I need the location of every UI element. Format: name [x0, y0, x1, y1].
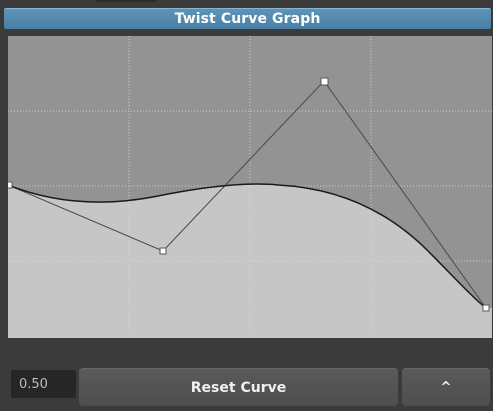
- reset-curve-label: Reset Curve: [190, 379, 287, 396]
- curve-handle-end[interactable]: [482, 304, 490, 312]
- collapse-button[interactable]: ^: [402, 368, 490, 406]
- curve-handle-3[interactable]: [320, 77, 329, 86]
- reset-curve-button[interactable]: Reset Curve: [79, 368, 398, 406]
- curve-graph-canvas[interactable]: [8, 36, 492, 338]
- title-bar: Twist Curve Graph: [4, 8, 491, 29]
- collapse-label: ^: [440, 380, 452, 395]
- curve-graph[interactable]: [8, 36, 492, 338]
- curve-handle-start[interactable]: [8, 181, 13, 189]
- curve-handle-2[interactable]: [159, 247, 167, 255]
- twist-curve: [8, 183, 487, 309]
- grid-lines: [8, 36, 492, 338]
- control-polygon: [8, 80, 487, 309]
- value-field[interactable]: 0.50: [11, 370, 76, 398]
- window-title: Twist Curve Graph: [174, 11, 321, 27]
- top-accent-bar: [96, 0, 156, 2]
